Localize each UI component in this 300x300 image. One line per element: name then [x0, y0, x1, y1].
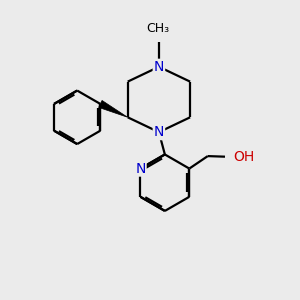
Text: OH: OH: [233, 150, 255, 164]
Polygon shape: [99, 100, 128, 117]
Text: N: N: [135, 162, 146, 176]
Text: CH₃: CH₃: [146, 22, 169, 35]
Text: N: N: [154, 60, 164, 74]
Text: N: N: [154, 125, 164, 139]
